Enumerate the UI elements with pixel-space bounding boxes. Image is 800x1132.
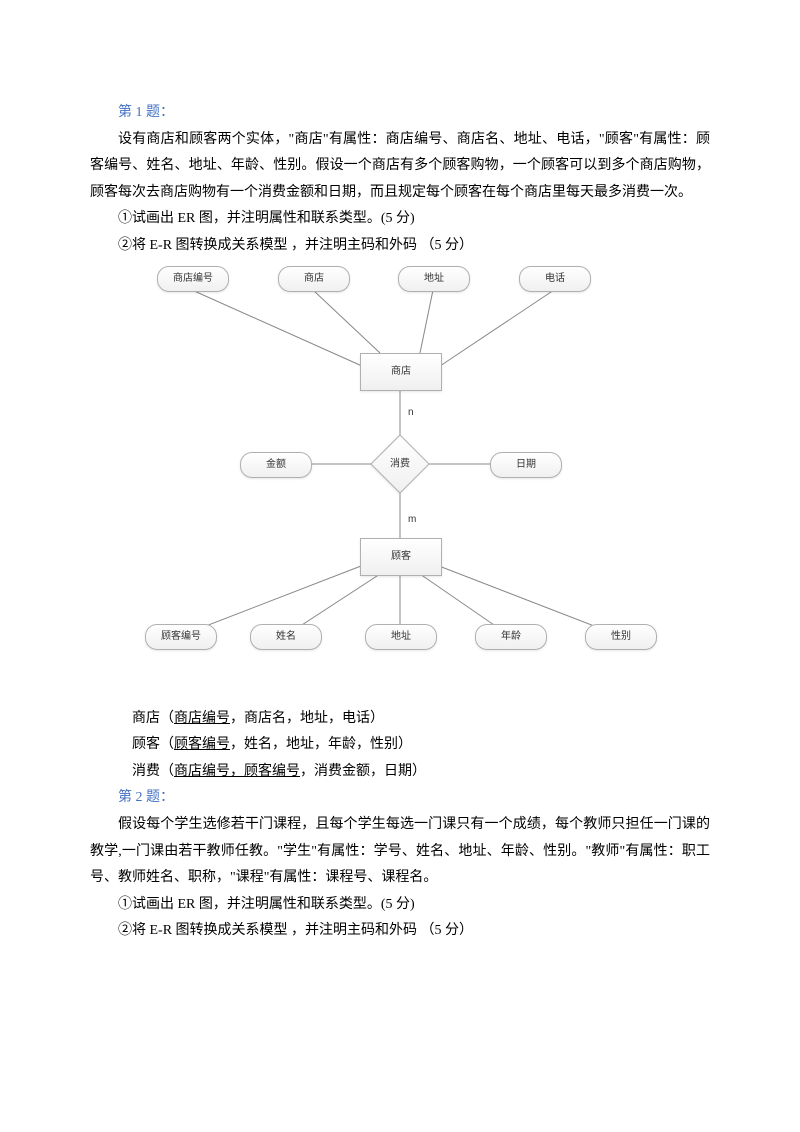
- er-diagram: 商店编号 商店 地址 电话 商店 n 金额 消费 日期 m 顾客 顾客编号 姓名…: [130, 266, 670, 666]
- schema-shop: 商店（商店编号，商店名，地址，电话）: [104, 706, 710, 733]
- q1-para1: 设有商店和顾客两个实体，"商店"有属性：商店编号、商店名、地址、电话，"顾客"有…: [90, 127, 710, 207]
- attr-cust-id: 顾客编号: [145, 624, 217, 650]
- relation-label: 消费: [390, 454, 410, 473]
- schema-text: 商店（: [132, 711, 174, 726]
- attr-shop-addr: 地址: [398, 266, 470, 292]
- page-content: 第 1 题： 设有商店和顾客两个实体，"商店"有属性：商店编号、商店名、地址、电…: [0, 0, 800, 1005]
- attr-cust-age: 年龄: [475, 624, 547, 650]
- q2-title: 第 2 题：: [90, 785, 710, 812]
- attr-date: 日期: [490, 452, 562, 478]
- q1-para2: ①试画出 ER 图，并注明属性和联系类型。(5 分): [90, 206, 710, 233]
- q2-para3: ②将 E-R 图转换成关系模型 ，并注明主码和外码 （5 分）: [90, 918, 710, 945]
- card-m: m: [408, 510, 416, 529]
- schema-text: 消费（: [132, 764, 174, 779]
- attr-shop-id: 商店编号: [157, 266, 229, 292]
- schema-key: 顾客编号: [174, 737, 230, 752]
- entity-shop: 商店: [360, 353, 442, 391]
- schema-consume: 消费（商店编号，顾客编号，消费金额，日期）: [104, 759, 710, 786]
- attr-shop-name: 商店: [278, 266, 350, 292]
- q1-title: 第 1 题：: [90, 100, 710, 127]
- attr-amount: 金额: [240, 452, 312, 478]
- card-n: n: [408, 403, 414, 422]
- schema-customer: 顾客（顾客编号，姓名，地址，年龄，性别）: [104, 732, 710, 759]
- q2-para1: 假设每个学生选修若干门课程，且每个学生每选一门课只有一个成绩，每个教师只担任一门…: [90, 812, 710, 892]
- relation-consume: 消费: [372, 436, 428, 492]
- q1-para3: ②将 E-R 图转换成关系模型 ，并注明主码和外码 （5 分）: [90, 233, 710, 260]
- schema-text: ，姓名，地址，年龄，性别）: [230, 737, 412, 752]
- attr-cust-addr: 地址: [365, 624, 437, 650]
- entity-customer: 顾客: [360, 538, 442, 576]
- attr-cust-name: 姓名: [250, 624, 322, 650]
- q2-para2: ①试画出 ER 图，并注明属性和联系类型。(5 分): [90, 892, 710, 919]
- schema-text: 顾客（: [132, 737, 174, 752]
- schema-key: 商店编号: [174, 711, 230, 726]
- attr-shop-tel: 电话: [519, 266, 591, 292]
- schema-text: ，消费金额，日期）: [300, 764, 426, 779]
- attr-cust-sex: 性别: [585, 624, 657, 650]
- schema-text: ，商店名，地址，电话）: [230, 711, 384, 726]
- schema-key: 商店编号，顾客编号: [174, 764, 300, 779]
